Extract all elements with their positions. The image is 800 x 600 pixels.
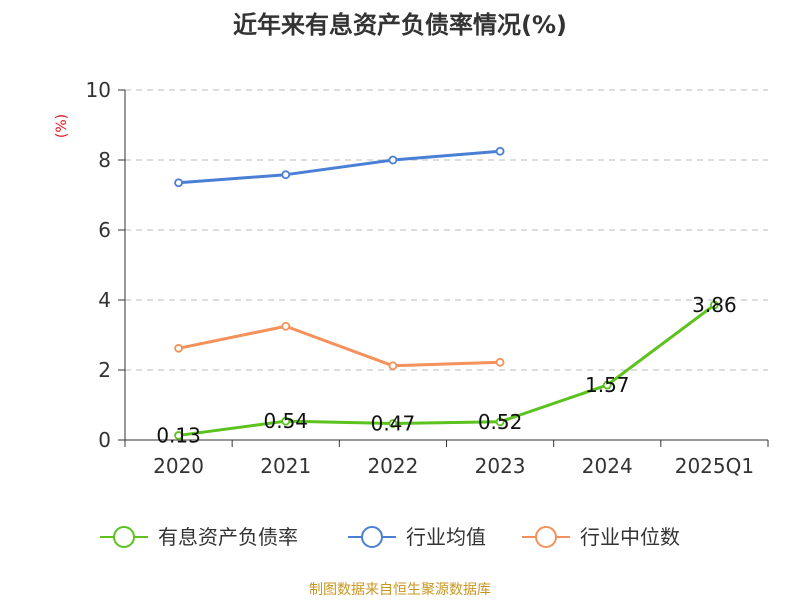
- data-label: 0.52: [478, 410, 523, 434]
- data-label: 0.54: [263, 409, 308, 433]
- x-tick-label: 2021: [260, 454, 311, 478]
- legend: 有息资产负债率 行业均值 行业中位数: [100, 525, 680, 549]
- legend-label-0: 有息资产负债率: [158, 525, 298, 549]
- chart-title: 近年来有息资产负债率情况(%): [233, 11, 567, 39]
- y-tick-label: 2: [98, 358, 111, 382]
- data-point: [388, 155, 398, 165]
- data-point: [388, 419, 398, 428]
- series-line-0: [178, 303, 716, 437]
- y-tick-label: 0: [98, 428, 111, 452]
- x-tick-label: 2024: [582, 454, 633, 478]
- data-point: [174, 178, 183, 188]
- legend-label-1: 行业均值: [406, 525, 486, 549]
- source-note: 制图数据来自恒生聚源数据库: [309, 582, 491, 598]
- data-labels: 0.13 0.54 0.47 0.52 1.57 3.86: [156, 293, 736, 448]
- data-point: [281, 170, 291, 180]
- y-tick-label: 8: [98, 148, 111, 172]
- data-point: [281, 416, 291, 426]
- data-point: [495, 146, 505, 156]
- y-tick-label: 6: [98, 218, 111, 242]
- x-tick-label: 2025Q1: [675, 454, 754, 478]
- series-line-2: [178, 324, 501, 368]
- legend-marker-2: [535, 526, 557, 548]
- legend-marker-0: [113, 526, 135, 548]
- legend-label-2: 行业中位数: [580, 525, 680, 549]
- data-point: [174, 431, 183, 440]
- x-tick-label: 2020: [153, 454, 204, 478]
- data-point: [281, 321, 291, 331]
- data-point: [388, 361, 398, 371]
- data-point: [495, 357, 505, 367]
- grid: [125, 89, 768, 371]
- data-point: [174, 343, 183, 353]
- data-point: [602, 380, 612, 390]
- y-tick-label: 10: [86, 78, 111, 102]
- data-point: [495, 417, 505, 427]
- data-label: 3.86: [692, 293, 737, 317]
- data-point: [710, 300, 719, 310]
- axes: 0 2 4 6 8 10 2020 2021 2022 2023 2024 2025Q1: [86, 78, 769, 478]
- x-tick-label: 2022: [367, 454, 418, 478]
- series-lines: [174, 146, 719, 440]
- y-axis-label: (%): [54, 114, 70, 138]
- data-label: 1.57: [585, 373, 630, 397]
- series-line-1: [178, 149, 501, 185]
- y-tick-label: 4: [98, 288, 111, 312]
- legend-marker-1: [361, 526, 383, 548]
- data-label: 0.13: [156, 423, 201, 447]
- data-label: 0.47: [371, 412, 416, 436]
- x-tick-label: 2023: [475, 454, 526, 478]
